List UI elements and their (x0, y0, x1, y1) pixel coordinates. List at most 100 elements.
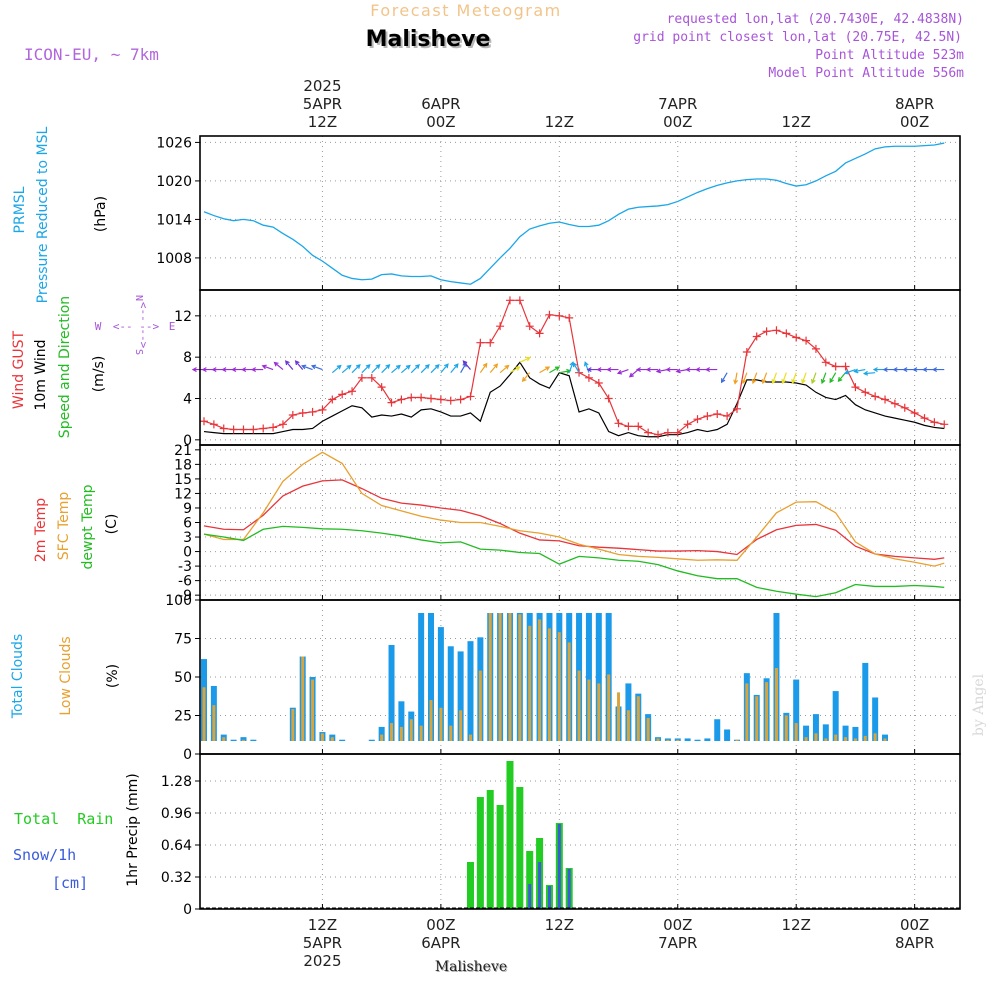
gust-marker (821, 358, 830, 367)
wind-direction-arrow (371, 364, 381, 374)
low-cloud-bar (626, 710, 630, 741)
gust-marker (239, 425, 248, 434)
snow-unit: [cm] (52, 874, 88, 892)
y-tick-label: 8 (183, 350, 192, 366)
gust-marker (555, 311, 564, 320)
wind-direction-arrow (499, 364, 510, 374)
y-tick-label: 0.64 (161, 838, 192, 854)
low-cloud-bar (636, 696, 640, 741)
low-cloud-bar (468, 734, 472, 741)
gust-marker (614, 419, 623, 428)
total-cloud-bar (240, 737, 247, 741)
y-tick-label: 1014 (156, 212, 192, 228)
low-cloud-bar (774, 668, 778, 741)
low-cloud-bar (676, 739, 680, 741)
y-tick-label: 0.32 (161, 870, 192, 886)
clouds-panel: 0 25 50 75 100 (165, 593, 961, 763)
y-tick-label: -3 (178, 559, 192, 575)
total-cloud-bar (684, 738, 691, 741)
total-cloud-bar (368, 739, 375, 741)
gust-marker (782, 329, 791, 338)
wind-direction-arrow (294, 360, 304, 370)
model-name: ICON-EU, ~ 7km (24, 45, 159, 64)
top-time-label: 00Z (426, 113, 455, 131)
gust-marker (742, 348, 751, 356)
gust-marker (890, 399, 899, 408)
temp-labels: 2m Temp SFC Temp dewpt Temp (C) (33, 484, 120, 569)
gust-marker (377, 383, 386, 392)
top-time-label: 12Z (308, 113, 337, 131)
gust-marker (693, 415, 702, 424)
low-cloud-bar (459, 710, 463, 741)
gust-marker (417, 393, 426, 402)
location-title: Malisheve (366, 27, 491, 52)
gust-marker (752, 332, 761, 341)
dewpt-line (203, 525, 945, 598)
low-cloud-bar (567, 642, 571, 741)
wind-direction-arrow (572, 362, 580, 373)
gust-marker (861, 388, 870, 397)
bottom-time-label: 2025 (303, 952, 341, 970)
sfc-temp-label: SFC Temp (56, 492, 72, 561)
low-cloud-bar (607, 674, 611, 741)
gust-marker (496, 322, 505, 331)
low-cloud-bar (498, 613, 502, 741)
compass-s: S (133, 349, 144, 355)
bottom-time-label: 6APR (421, 934, 460, 952)
pressure-labels: PRMSL Pressure Reduced to MSL (hPa) (12, 126, 109, 303)
wind-direction-arrow (450, 363, 459, 374)
gust-marker (634, 422, 643, 431)
low-cloud-bar (844, 737, 848, 741)
total-cloud-bar (250, 739, 257, 741)
precip-unit: 1hr Precip (mm) (125, 773, 141, 886)
gust-marker (900, 403, 909, 412)
wind-direction-arrow (675, 368, 688, 374)
wind-direction-arrow (521, 372, 531, 383)
wind-direction-arrow (655, 368, 668, 374)
rain-bar (466, 862, 474, 909)
total-cloud-bar (724, 729, 731, 741)
gust-marker (732, 404, 741, 413)
top-time-label: 12Z (545, 113, 574, 131)
total-cloud-bar (803, 725, 810, 741)
total-cloud-bar (842, 725, 849, 741)
gust-label: Wind GUST (11, 330, 27, 409)
wind-direction-arrow (720, 372, 728, 384)
gust-marker (535, 329, 544, 338)
wind-direction-arrow (250, 367, 264, 373)
low-cloud-bar (518, 614, 522, 741)
total-cloud-bar (339, 739, 346, 741)
gust-marker (387, 398, 396, 407)
wind-direction-arrow (791, 372, 797, 385)
gust-marker (831, 362, 840, 371)
panel-frame (199, 135, 961, 291)
gust-marker (525, 322, 534, 331)
low-cloud-bar (399, 726, 403, 741)
low-cloud-bar (597, 683, 601, 741)
wind-direction-arrow (628, 369, 639, 378)
low-cloud-bar (745, 683, 749, 741)
bottom-time-label: 5APR (303, 934, 342, 952)
low-cloud-bar (291, 709, 295, 741)
low-cloud-bar (863, 735, 867, 741)
total-cloud-bar (585, 613, 592, 741)
low-cloud-bar (301, 656, 305, 741)
wind-direction-arrow (539, 366, 551, 374)
gust-marker (663, 428, 672, 437)
gust-marker (219, 424, 228, 433)
low-cloud-bar (666, 739, 670, 741)
gust-marker (308, 407, 317, 416)
wind-direction-arrow (509, 366, 521, 374)
gust-marker (841, 362, 850, 371)
wind-10m-line (203, 361, 945, 438)
low-cloud-bar (439, 707, 443, 741)
compass-horizontal: <-- --> (113, 320, 160, 333)
gust-marker (367, 373, 376, 382)
bottom-time-label: 12Z (308, 916, 337, 934)
gust-marker (407, 393, 416, 402)
low-cloud-bar (390, 723, 394, 741)
low-cloud-bar (538, 619, 542, 741)
low-cloud-bar (222, 737, 226, 741)
wind-direction-arrow (801, 372, 807, 385)
y-tick-label: 1020 (156, 174, 192, 190)
